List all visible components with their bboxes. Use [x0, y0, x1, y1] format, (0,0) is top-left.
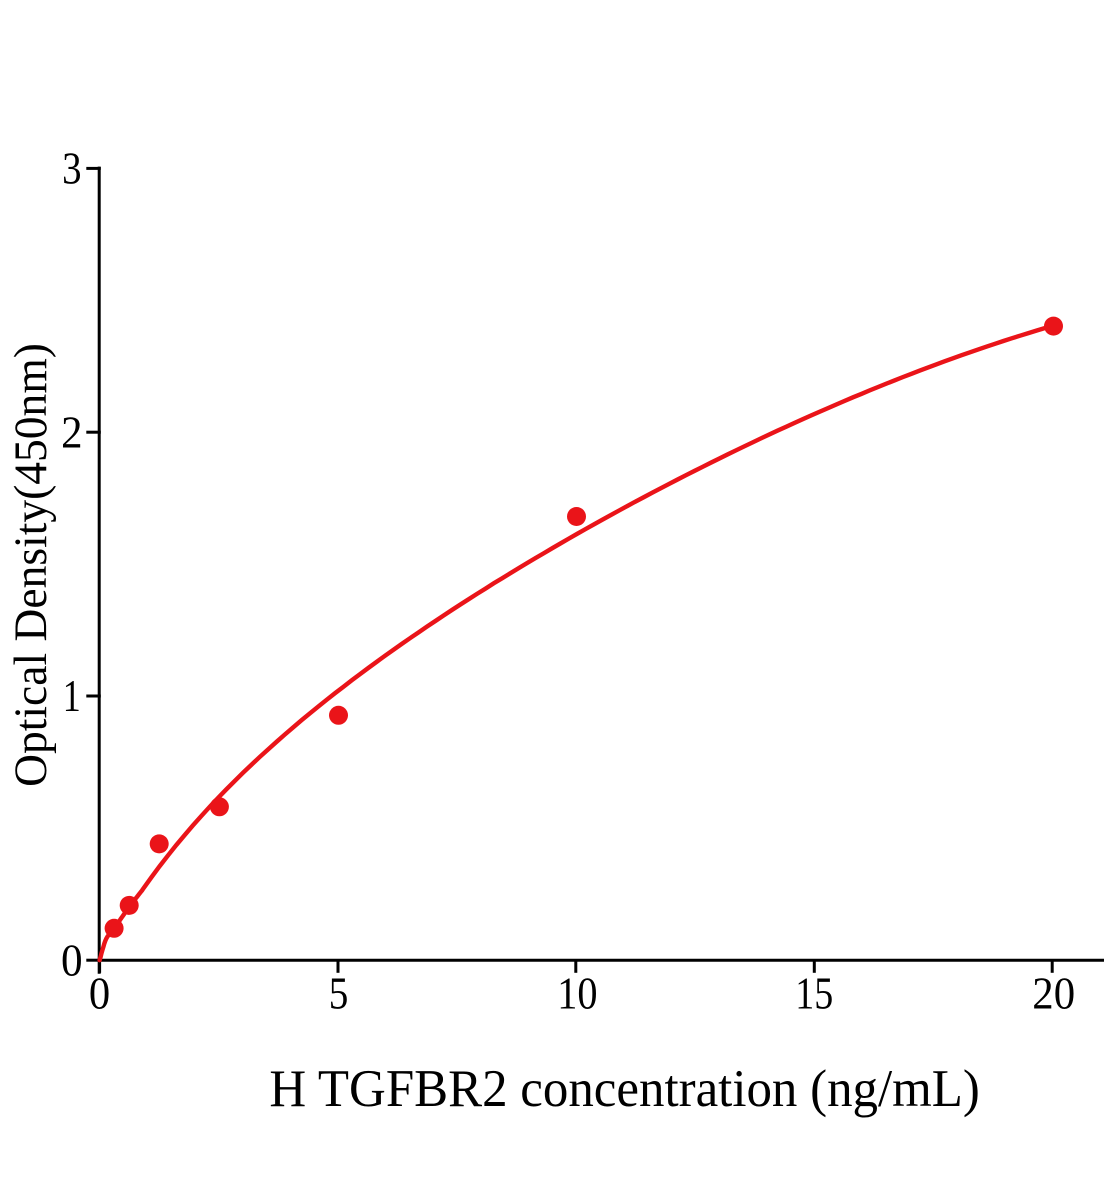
svg-text:H TGFBR2 concentration (ng/mL): H TGFBR2 concentration (ng/mL): [269, 1060, 980, 1118]
svg-text:0: 0: [61, 934, 83, 985]
svg-text:5: 5: [329, 967, 349, 1018]
svg-text:20: 20: [1032, 967, 1075, 1018]
svg-text:2: 2: [61, 406, 82, 457]
svg-text:1: 1: [63, 670, 81, 721]
svg-text:3: 3: [62, 143, 81, 194]
svg-text:10: 10: [557, 967, 597, 1018]
svg-text:Optical Density(450nm): Optical Density(450nm): [6, 343, 57, 787]
svg-text:15: 15: [795, 967, 833, 1018]
svg-text:0: 0: [89, 967, 110, 1018]
